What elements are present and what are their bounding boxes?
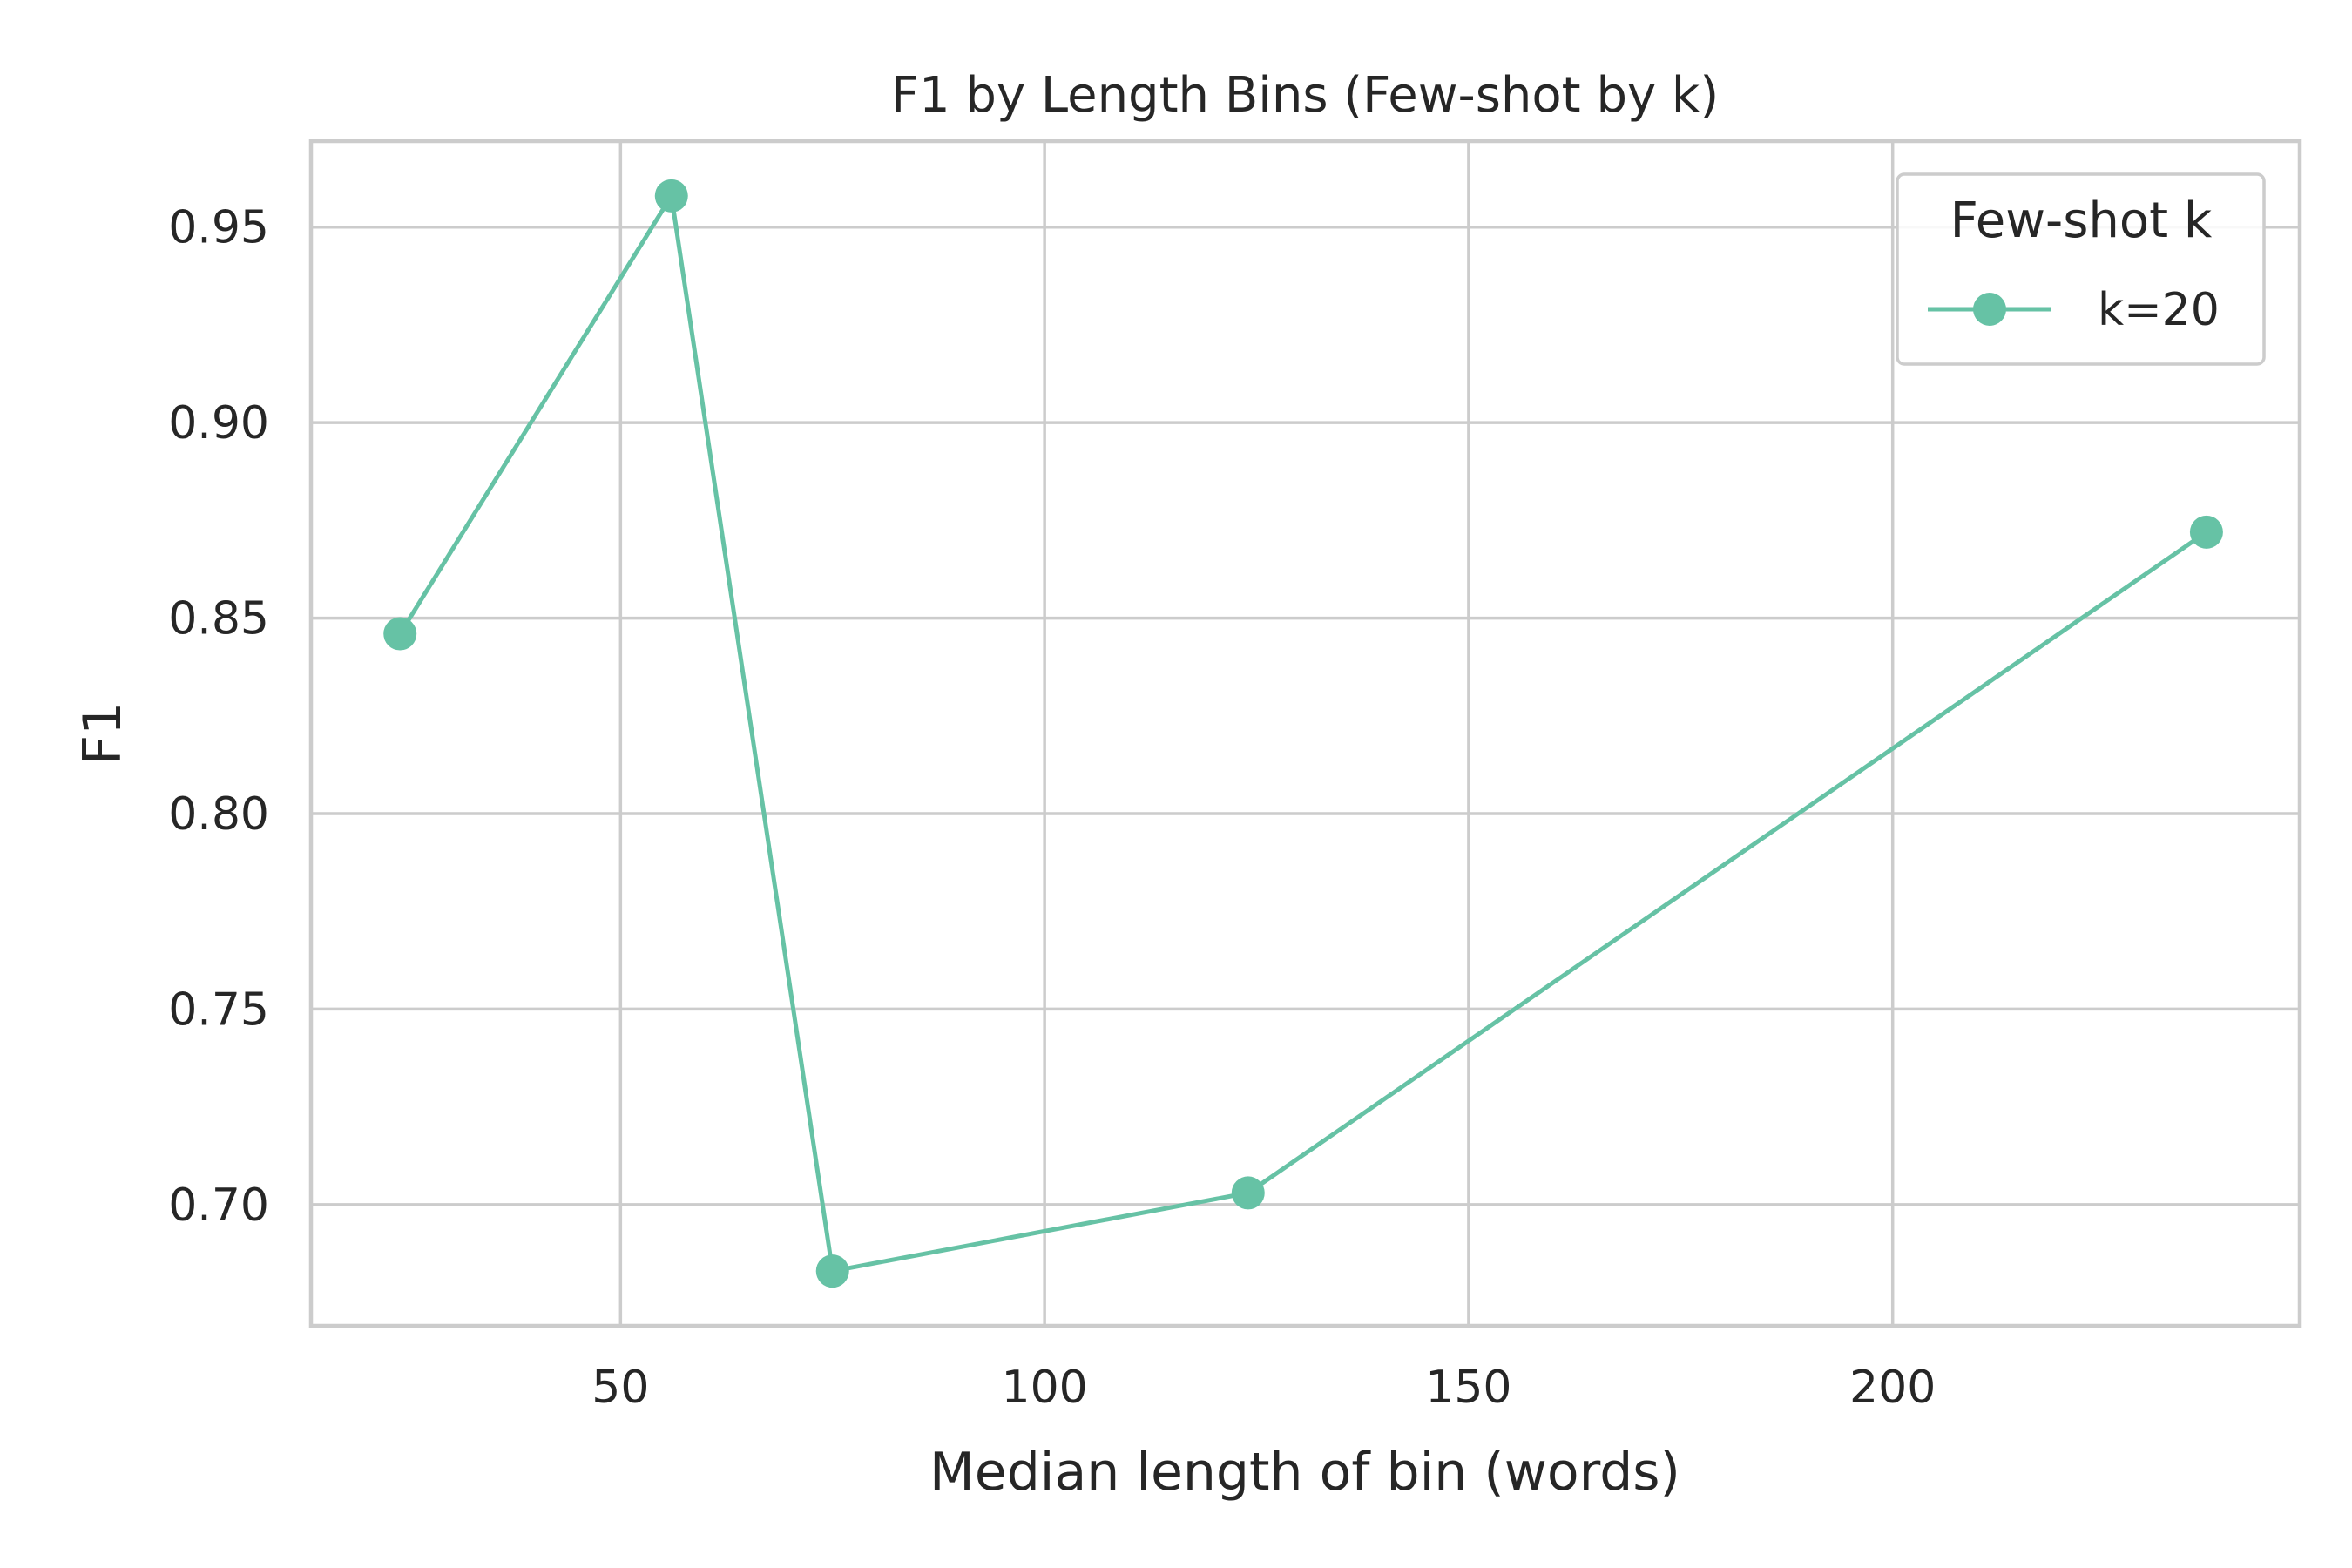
y-tick-label: 0.70 [168, 1179, 269, 1232]
data-point [654, 179, 688, 213]
chart-title: F1 by Length Bins (Few-shot by k) [891, 67, 1719, 124]
legend: Few-shot k k=20 [1896, 172, 2266, 366]
x-axis-label: Median length of bin (words) [929, 1442, 1680, 1503]
series-layer [383, 179, 2223, 1288]
legend-title: Few-shot k [1950, 193, 2213, 249]
data-point [1231, 1176, 1265, 1210]
x-tick-label: 150 [1425, 1362, 1511, 1414]
tick-labels: 50 100 150 200 0.70 0.75 0.80 0.85 0.90 0.95 [168, 202, 1936, 1414]
y-axis-label: F1 [72, 702, 133, 766]
x-tick-label: 200 [1849, 1362, 1936, 1414]
data-point [2189, 515, 2223, 549]
plot-frame [308, 139, 2302, 1328]
data-point [815, 1254, 849, 1288]
data-point [383, 617, 417, 651]
y-tick-label: 0.75 [168, 983, 269, 1036]
x-tick-label: 50 [591, 1362, 649, 1414]
y-tick-label: 0.85 [168, 593, 269, 645]
y-tick-label: 0.90 [168, 397, 269, 449]
y-tick-label: 0.80 [168, 788, 269, 841]
legend-marker-k20 [1973, 293, 2006, 326]
x-tick-label: 100 [1001, 1362, 1087, 1414]
y-tick-label: 0.95 [168, 202, 269, 254]
legend-label-k20: k=20 [2098, 284, 2220, 336]
